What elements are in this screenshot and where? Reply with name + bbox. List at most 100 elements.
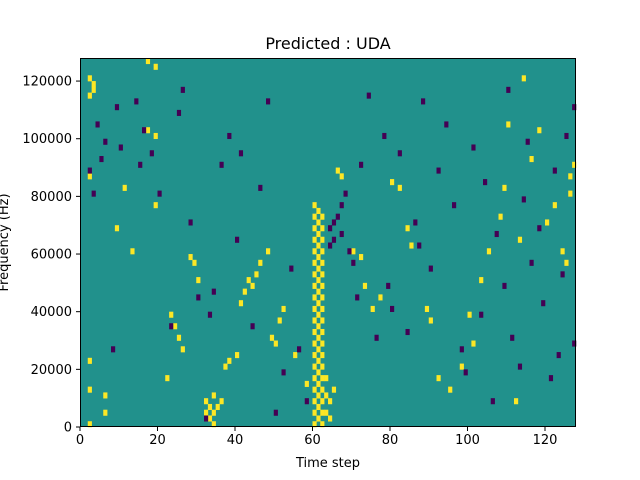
heatmap-cell-high xyxy=(207,403,213,411)
heatmap-cell-high xyxy=(378,294,383,301)
heatmap-cell-high xyxy=(320,352,325,359)
heatmap-cell-high xyxy=(211,409,216,416)
heatmap-cell-high xyxy=(103,409,108,416)
heatmap-cell-high xyxy=(390,179,395,186)
heatmap-cell-high xyxy=(324,375,329,382)
heatmap-cell-high xyxy=(122,184,127,191)
heatmap-cell-high xyxy=(320,363,325,370)
heatmap-cell-high xyxy=(258,259,263,266)
heatmap-cell-high xyxy=(273,340,278,347)
heatmap-cell-low xyxy=(510,334,515,341)
heatmap-cell-high xyxy=(529,156,534,163)
heatmap-cell-high xyxy=(211,392,216,399)
heatmap-cell-low xyxy=(537,225,542,232)
heatmap-cell-high xyxy=(436,375,441,382)
heatmap-cell-high xyxy=(312,271,317,278)
heatmap-cell-high xyxy=(459,363,464,370)
heatmap-cell-high xyxy=(188,254,193,261)
heatmap-cell-high xyxy=(324,392,329,399)
heatmap-cell-high xyxy=(165,375,170,382)
heatmap-cell-high xyxy=(424,305,430,312)
heatmap-cell-high xyxy=(211,421,216,428)
heatmap-cell-high xyxy=(242,288,247,295)
y-tick-label: 40000 xyxy=(31,305,72,320)
heatmap-cell-high xyxy=(320,236,325,243)
heatmap-cell-high xyxy=(316,392,321,399)
heatmap-cell-low xyxy=(103,138,108,145)
heatmap-cell-low xyxy=(258,184,263,191)
heatmap-cell-high xyxy=(312,409,317,416)
heatmap-cell-low xyxy=(521,196,526,203)
heatmap-cell-high xyxy=(250,282,255,289)
y-tick-label: 0 xyxy=(64,421,72,436)
heatmap-cell-low xyxy=(235,236,240,243)
heatmap-cell-low xyxy=(266,98,271,105)
heatmap-cell-high xyxy=(87,357,92,364)
y-tick-label: 80000 xyxy=(31,190,72,205)
heatmap-cell-high xyxy=(316,323,321,330)
heatmap-cell-low xyxy=(572,340,577,347)
heatmap-cell-high xyxy=(254,271,259,278)
heatmap-cell-high xyxy=(169,311,174,318)
heatmap-cell-high xyxy=(312,305,317,312)
heatmap-cell-high xyxy=(316,415,321,422)
heatmap-cell-high xyxy=(316,403,321,411)
heatmap-cell-low xyxy=(494,230,499,238)
heatmap-cell-low xyxy=(169,323,174,330)
heatmap-cell-high xyxy=(192,259,197,266)
heatmap-cell-high xyxy=(320,282,325,289)
heatmap-cell-low xyxy=(207,311,213,318)
heatmap-cell-high xyxy=(153,63,158,70)
heatmap-cell-low xyxy=(149,150,154,157)
heatmap-cell-low xyxy=(390,305,395,312)
heatmap-cell-high xyxy=(312,375,317,382)
heatmap-cell-high xyxy=(87,75,92,82)
heatmap-cell-high xyxy=(502,184,507,191)
heatmap-cell-high xyxy=(277,317,282,324)
heatmap-cell-high xyxy=(320,259,325,266)
heatmap-cell-high xyxy=(235,352,240,359)
heatmap-cell-low xyxy=(444,121,449,128)
chart-title: Predicted : UDA xyxy=(265,34,390,53)
x-axis-ticks: 0 20 40 60 80 100 120 xyxy=(76,427,557,448)
heatmap-cell-high xyxy=(312,259,317,266)
heatmap-cell-high xyxy=(316,334,321,341)
heatmap-cell-high xyxy=(312,352,317,359)
heatmap-cell-low xyxy=(343,190,348,197)
heatmap-cell-low xyxy=(560,271,565,278)
heatmap-cell-low xyxy=(87,167,92,174)
heatmap-cell-low xyxy=(374,334,379,341)
heatmap-cell-high xyxy=(320,317,325,324)
heatmap-cell-high xyxy=(568,190,573,197)
heatmap-cell-high xyxy=(312,202,317,209)
heatmap-cell-high xyxy=(312,386,317,393)
x-axis-label: Time step xyxy=(295,456,360,471)
heatmap-cell-low xyxy=(572,104,577,111)
heatmap-cell-low xyxy=(479,311,484,318)
heatmap-cell-high xyxy=(87,173,92,180)
heatmap-cell-high xyxy=(316,311,321,318)
heatmap-cell-low xyxy=(471,144,476,151)
heatmap-cell-high xyxy=(405,225,410,232)
heatmap-cell-high xyxy=(339,173,344,180)
heatmap-cell-high xyxy=(207,415,213,422)
heatmap-cell-low xyxy=(452,202,457,209)
heatmap-cell-high xyxy=(320,375,325,382)
heatmap-cell-low xyxy=(289,265,294,272)
heatmap-cell-high xyxy=(328,398,333,405)
heatmap-cell-high xyxy=(223,363,228,370)
y-tick-label: 120000 xyxy=(22,75,72,90)
heatmap-cell-low xyxy=(564,132,569,140)
heatmap-cell-high xyxy=(316,346,321,353)
heatmap-cell-low xyxy=(359,161,364,168)
heatmap-cell-high xyxy=(331,386,337,393)
x-tick-label: 20 xyxy=(149,433,166,448)
heatmap-cell-high xyxy=(316,219,321,226)
heatmap-cell-low xyxy=(204,415,209,422)
heatmap-cell-high xyxy=(545,219,550,226)
heatmap-cell-low xyxy=(413,219,418,226)
x-tick-label: 100 xyxy=(455,433,480,448)
heatmap-cell-low xyxy=(328,225,333,232)
heatmap-cell-high xyxy=(517,236,523,243)
heatmap-cell-high xyxy=(486,248,492,255)
